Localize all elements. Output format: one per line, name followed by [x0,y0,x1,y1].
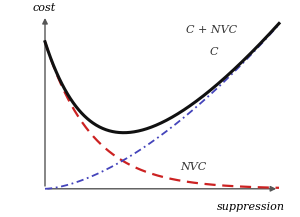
Text: suppression: suppression [217,202,285,212]
Text: C: C [210,47,218,57]
Text: C + NVC: C + NVC [186,25,237,35]
Text: cost: cost [33,3,56,13]
Text: NVC: NVC [180,162,206,172]
